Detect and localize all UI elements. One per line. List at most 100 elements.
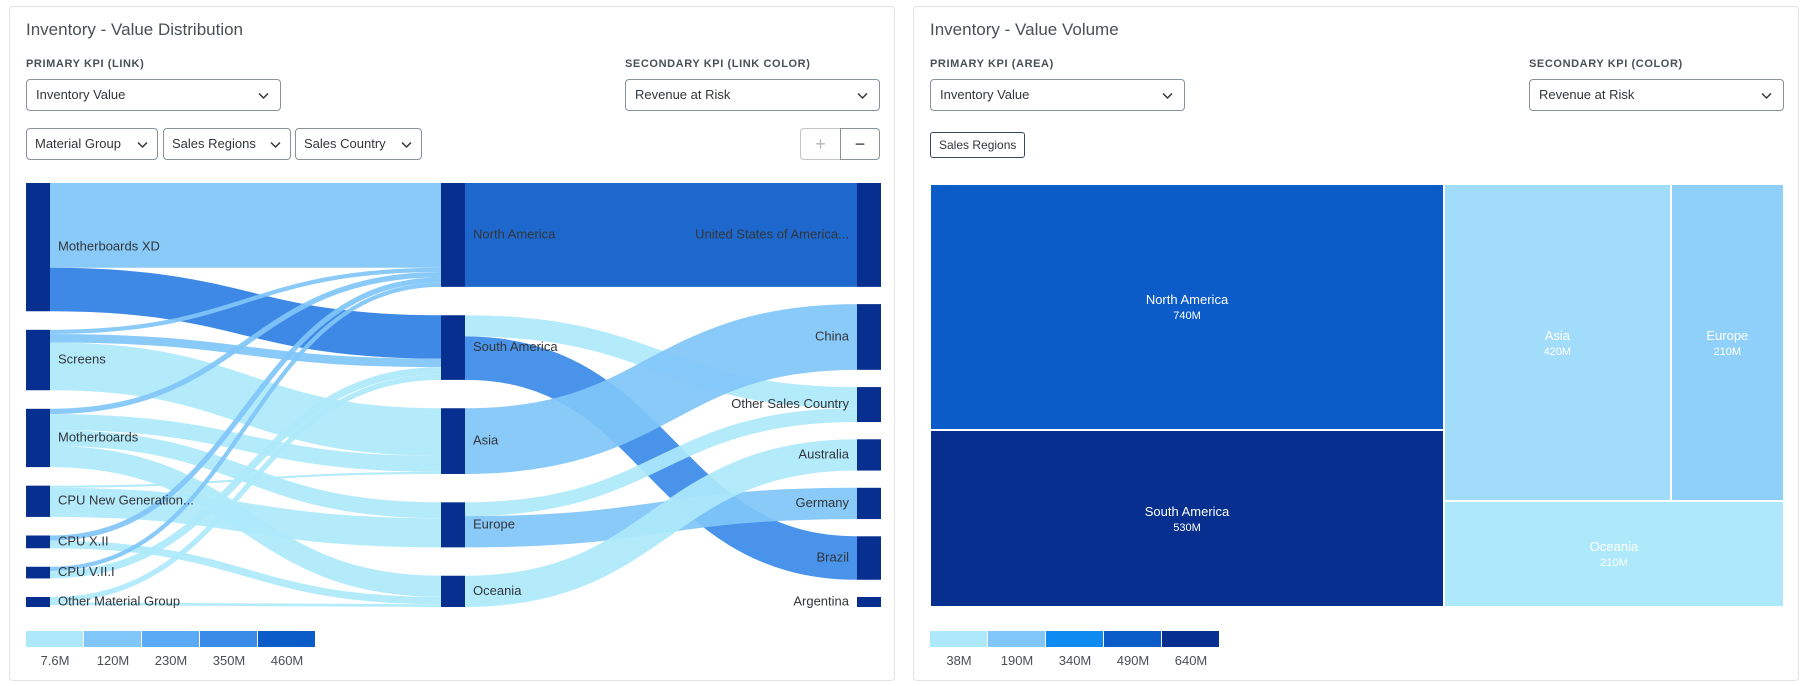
sankey-node[interactable] <box>857 597 881 607</box>
sankey-link[interactable] <box>49 471 442 488</box>
chevron-down-icon <box>857 92 868 100</box>
secondary-kpi-select[interactable]: Revenue at Risk <box>1529 79 1784 111</box>
zoom-out-button[interactable]: − <box>840 128 880 160</box>
color-legend <box>930 631 1220 647</box>
sankey-link[interactable] <box>49 374 442 603</box>
primary-kpi-label: PRIMARY KPI (AREA) <box>930 58 1054 70</box>
dimension-select-material-group[interactable]: Material Group <box>26 128 158 160</box>
treemap-cell[interactable]: Oceania 210M <box>1444 501 1784 607</box>
sankey-node-label: China <box>815 328 850 343</box>
treemap-cell[interactable]: South America 530M <box>930 430 1445 607</box>
legend-label: 490M <box>1116 653 1150 668</box>
legend-swatch <box>930 631 987 647</box>
dimension-label: Material Group <box>35 136 121 151</box>
sankey-node-label: Asia <box>473 433 499 448</box>
color-legend <box>26 631 316 647</box>
sankey-node-label: CPU X.II <box>58 533 109 548</box>
legend-label: 460M <box>270 653 304 668</box>
sankey-link[interactable] <box>49 272 442 415</box>
sankey-link[interactable] <box>49 342 442 456</box>
sankey-node[interactable] <box>857 487 881 520</box>
legend-swatch <box>200 631 257 647</box>
sankey-link[interactable] <box>49 282 442 572</box>
legend-swatch <box>1162 631 1219 647</box>
treemap-cell-value: 530M <box>1173 521 1201 534</box>
legend-swatch <box>84 631 141 647</box>
sankey-link[interactable] <box>49 334 442 368</box>
chevron-down-icon <box>270 141 281 149</box>
sankey-node[interactable] <box>26 329 50 391</box>
legend-swatch <box>1104 631 1161 647</box>
legend-label: 190M <box>1000 653 1034 668</box>
dimension-select-sales-country[interactable]: Sales Country <box>295 128 422 160</box>
dimension-label: Sales Regions <box>172 136 256 151</box>
chevron-down-icon <box>137 141 148 149</box>
sankey-node[interactable] <box>26 485 50 517</box>
sankey-node[interactable] <box>26 535 50 549</box>
sankey-link[interactable] <box>49 277 442 541</box>
sankey-node[interactable] <box>441 315 465 380</box>
sankey-node[interactable] <box>441 575 465 607</box>
sankey-link[interactable] <box>49 414 442 472</box>
legend-swatch <box>988 631 1045 647</box>
sankey-node[interactable] <box>441 502 465 548</box>
legend-label: 230M <box>154 653 188 668</box>
sankey-node-label: Motherboards XD <box>58 239 160 254</box>
sankey-link[interactable] <box>49 367 442 579</box>
sankey-link[interactable] <box>49 602 442 607</box>
sankey-node-label: Germany <box>796 495 850 510</box>
zoom-in-button[interactable]: + <box>800 128 840 160</box>
sankey-node-label: Argentina <box>793 593 849 608</box>
treemap-cell-value: 420M <box>1543 345 1572 358</box>
sankey-node[interactable] <box>441 408 465 474</box>
sankey-link[interactable] <box>464 304 858 474</box>
sankey-node[interactable] <box>26 566 50 579</box>
dimension-select-sales-regions[interactable]: Sales Regions <box>163 128 291 160</box>
legend-label: 640M <box>1174 653 1208 668</box>
treemap-chart: North America 740M South America 530M Asia 42… <box>930 184 1784 607</box>
chevron-down-icon <box>1761 92 1772 100</box>
treemap-cell[interactable]: North America 740M <box>930 184 1445 431</box>
dimension-label: Sales Country <box>304 136 386 151</box>
sankey-node-label: CPU V.II.I <box>58 564 115 579</box>
sankey-node[interactable] <box>26 597 50 607</box>
sankey-node[interactable] <box>857 536 881 580</box>
sankey-node-label: Screens <box>58 351 106 366</box>
sankey-node[interactable] <box>857 387 881 423</box>
sankey-link[interactable] <box>49 540 442 605</box>
sankey-link[interactable] <box>464 439 858 607</box>
sankey-node[interactable] <box>857 183 881 287</box>
legend-label: 120M <box>96 653 130 668</box>
sankey-node[interactable] <box>857 439 881 471</box>
primary-kpi-value: Inventory Value <box>940 87 1030 102</box>
sankey-link[interactable] <box>49 267 442 335</box>
sankey-node-label: Other Sales Country <box>731 396 849 411</box>
sankey-node-label: Europe <box>473 516 515 531</box>
sankey-node-label: CPU New Generation... <box>58 493 194 508</box>
treemap-cell-value: 210M <box>1713 345 1742 358</box>
treemap-cell[interactable]: Europe 210M <box>1670 184 1784 502</box>
sankey-node-label: Motherboards <box>58 429 139 444</box>
treemap-cell[interactable]: Asia 420M <box>1444 184 1671 502</box>
primary-kpi-select[interactable]: Inventory Value <box>26 79 281 111</box>
primary-kpi-select[interactable]: Inventory Value <box>930 79 1185 111</box>
sankey-node[interactable] <box>441 183 465 287</box>
secondary-kpi-select[interactable]: Revenue at Risk <box>625 79 880 111</box>
sankey-node[interactable] <box>26 408 50 468</box>
chevron-down-icon <box>258 92 269 100</box>
secondary-kpi-label: SECONDARY KPI (LINK COLOR) <box>625 58 811 70</box>
treemap-cell-label: South America <box>1144 503 1230 519</box>
sankey-link[interactable] <box>464 408 858 517</box>
dimension-chip-sales-regions[interactable]: Sales Regions <box>930 132 1026 158</box>
secondary-kpi-label: SECONDARY KPI (COLOR) <box>1529 58 1683 70</box>
sankey-panel: Inventory - Value Distribution PRIMARY K… <box>9 6 895 681</box>
chevron-down-icon <box>401 141 412 149</box>
treemap-panel: Inventory - Value Volume PRIMARY KPI (AR… <box>913 6 1799 681</box>
sankey-link[interactable] <box>49 487 442 548</box>
primary-kpi-value: Inventory Value <box>36 87 126 102</box>
sankey-node[interactable] <box>26 183 50 312</box>
sankey-node[interactable] <box>857 304 881 370</box>
treemap-cell-value: 740M <box>1173 310 1201 323</box>
secondary-kpi-value: Revenue at Risk <box>1539 87 1635 102</box>
sankey-link[interactable] <box>49 267 442 359</box>
